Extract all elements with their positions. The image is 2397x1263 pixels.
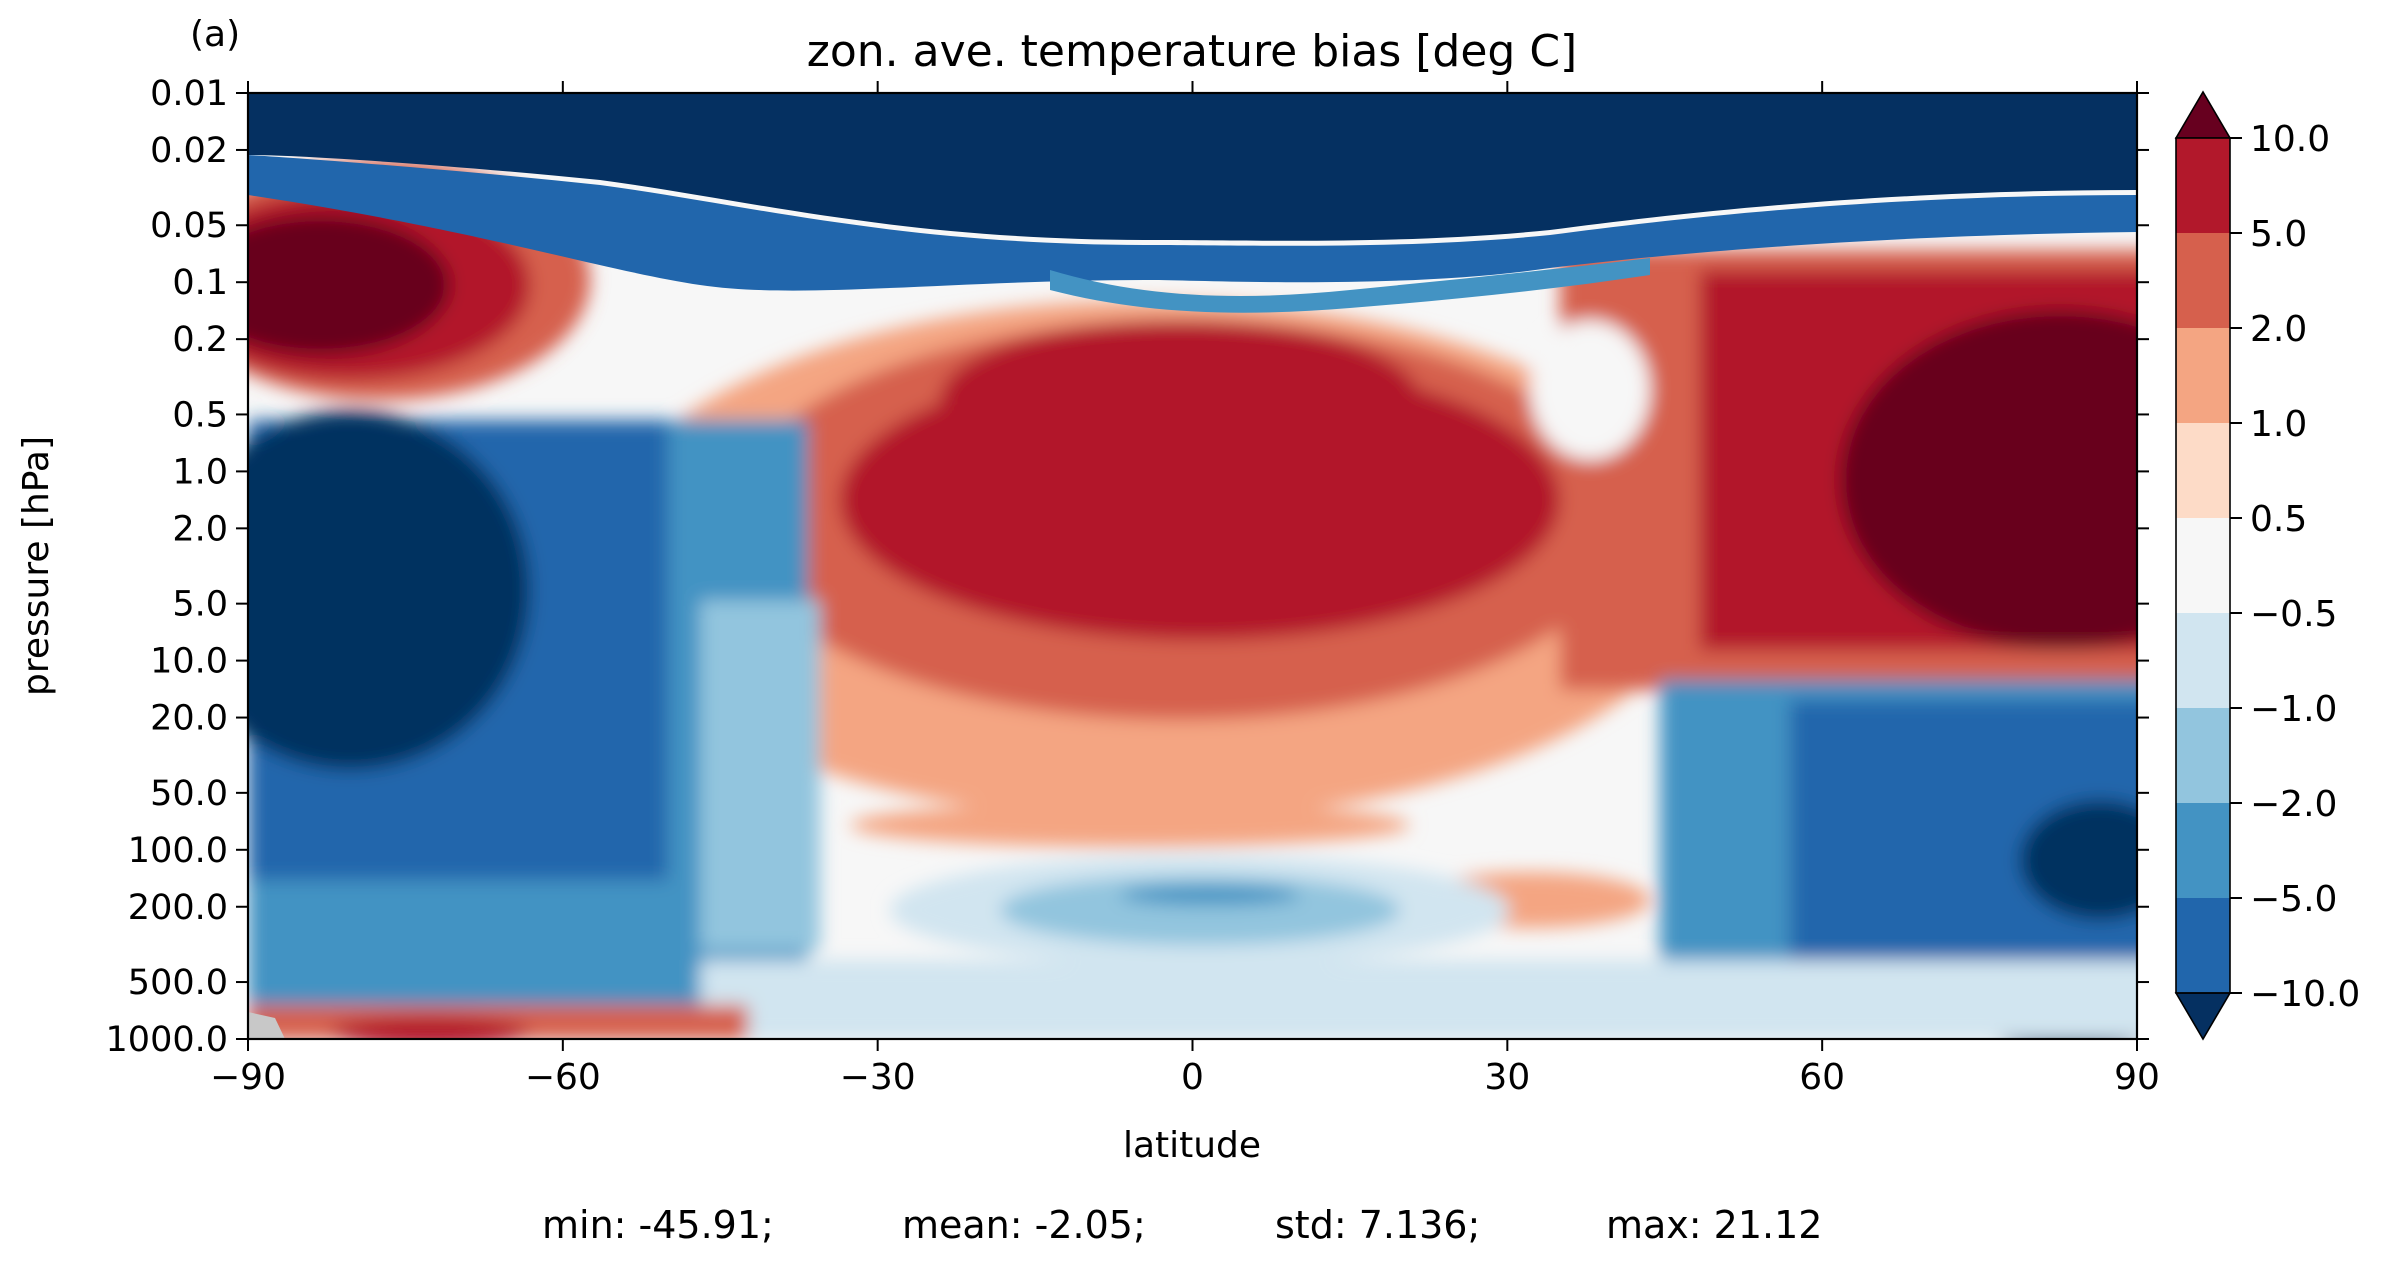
- y-tick-label: 0.1: [172, 263, 228, 303]
- field-region-27: [330, 1017, 530, 1039]
- y-tick-label: 200.0: [128, 888, 228, 928]
- x-tick-label: −30: [840, 1057, 916, 1098]
- field-region-15: [700, 600, 820, 950]
- colorbar-bin: [2176, 138, 2230, 234]
- stat-std: std: 7.136;: [1275, 1203, 1480, 1247]
- y-tick-label: 10.0: [150, 642, 228, 682]
- colorbar-tick-label: −5.0: [2250, 879, 2337, 920]
- y-tick-label: 0.01: [150, 74, 228, 114]
- x-tick-label: −60: [525, 1057, 601, 1098]
- colorbar-bin: [2176, 233, 2230, 329]
- field-region-29: [248, 155, 2137, 291]
- field-region-25: [700, 960, 2137, 1039]
- stat-min: min: -45.91;: [542, 1203, 774, 1247]
- colorbar: 10.0 5.0 2.0 1.0 0.5 −0.5 −1.0 −2.0 −5.0 −10.0: [2174, 90, 2360, 1041]
- y-tick-label: 50.0: [150, 774, 228, 814]
- y-tick-label: 2.0: [172, 509, 228, 549]
- x-tick-label: 0: [1181, 1057, 1204, 1098]
- colorbar-bin: [2176, 898, 2230, 994]
- field-missing-data: [248, 1012, 285, 1039]
- y-axis: 0.01 0.02 0.05 0.1 0.2 0.5 1.0 2.0 5.0 10.0 20.0 50…: [106, 74, 2149, 1060]
- field-region-8: [1530, 320, 1650, 460]
- y-tick-label: 5.0: [172, 585, 228, 625]
- y-tick-label: 1000.0: [106, 1020, 228, 1060]
- colorbar-tick-label: −1.0: [2250, 689, 2337, 730]
- colorbar-bin: [2176, 328, 2230, 424]
- colorbar-extend-bottom: [2174, 992, 2232, 1041]
- x-axis: −90 −60 −30 0 30 60 90: [210, 81, 2160, 1098]
- y-tick-label: 100.0: [128, 831, 228, 871]
- y-tick-label: 0.5: [172, 395, 228, 435]
- stat-mean: mean: -2.05;: [902, 1203, 1146, 1247]
- y-tick-label: 0.05: [150, 206, 228, 246]
- colorbar-tick-label: 5.0: [2250, 214, 2307, 255]
- field-region-20: [1120, 885, 1300, 905]
- y-tick-label: 0.2: [172, 320, 228, 360]
- colorbar-frame: [2175, 137, 2231, 994]
- field-region-4: [940, 320, 1420, 480]
- x-axis-label: latitude: [1123, 1125, 1261, 1166]
- y-tick-label: 1.0: [172, 452, 228, 492]
- colorbar-bin: [2176, 708, 2230, 804]
- x-tick-label: 90: [2114, 1057, 2160, 1098]
- field-region-30: [1050, 258, 1650, 313]
- colorbar-bin: [2176, 803, 2230, 899]
- colorbar-tick-label: 0.5: [2250, 499, 2307, 540]
- y-axis-label: pressure [hPa]: [16, 436, 57, 696]
- x-tick-label: −90: [210, 1057, 286, 1098]
- colorbar-bin: [2176, 518, 2230, 614]
- field-region-14: [248, 410, 530, 770]
- colorbar-tick-label: −10.0: [2250, 974, 2360, 1015]
- y-tick-label: 20.0: [150, 699, 228, 739]
- contour-field: [248, 93, 2137, 1039]
- field-region-23: [2020, 800, 2137, 920]
- stat-max: max: 21.12: [1606, 1203, 1822, 1247]
- field-region-19: [1000, 875, 1400, 945]
- colorbar-tick-label: 1.0: [2250, 404, 2307, 445]
- chart-title: zon. ave. temperature bias [deg C]: [807, 26, 1577, 77]
- y-tick-label: 500.0: [128, 963, 228, 1003]
- y-tick-label: 0.02: [150, 131, 228, 171]
- field-region-28: [248, 93, 2137, 241]
- x-tick-label: 30: [1484, 1057, 1530, 1098]
- colorbar-tick-label: −2.0: [2250, 784, 2337, 825]
- colorbar-tick-label: −0.5: [2250, 594, 2337, 635]
- colorbar-tick-label: 10.0: [2250, 119, 2330, 160]
- field-region-11: [248, 215, 450, 355]
- colorbar-tick-label: 2.0: [2250, 309, 2307, 350]
- x-tick-label: 60: [1799, 1057, 1845, 1098]
- field-region-7: [1840, 310, 2137, 650]
- field-region-16: [850, 803, 1410, 847]
- colorbar-bin: [2176, 613, 2230, 709]
- colorbar-bin: [2176, 423, 2230, 519]
- colorbar-extend-top: [2174, 90, 2232, 139]
- panel-label: (a): [190, 14, 240, 55]
